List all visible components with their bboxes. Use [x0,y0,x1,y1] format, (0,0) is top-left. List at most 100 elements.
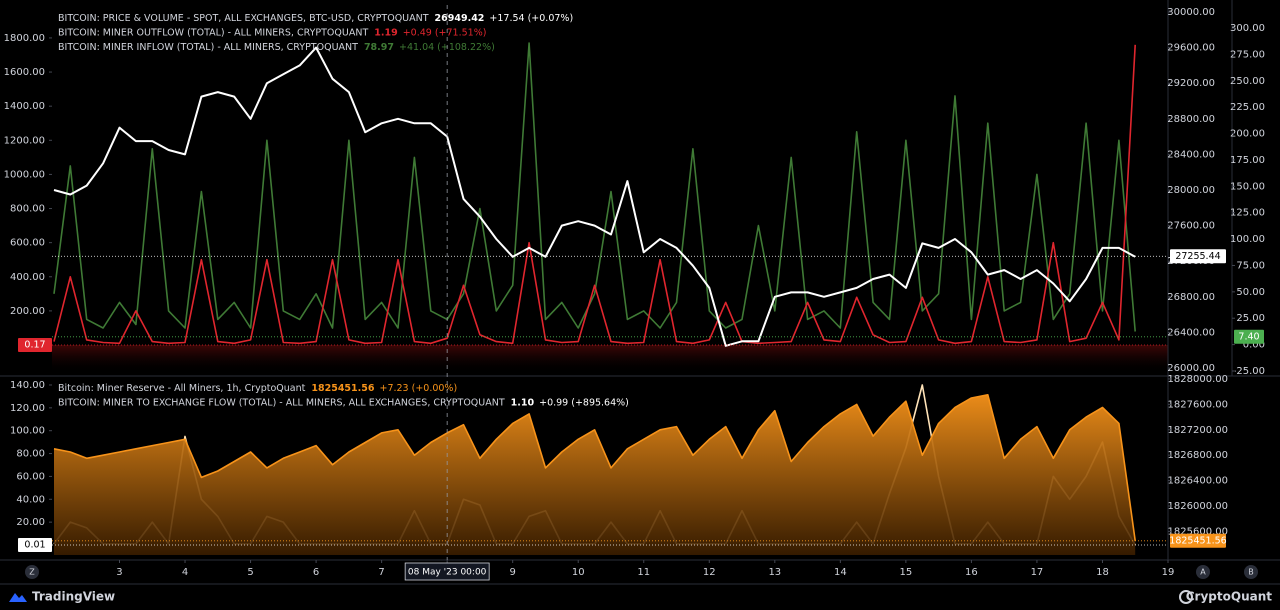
auto-button-label[interactable]: A [1200,568,1206,577]
tradingview-logo [9,593,27,602]
legend-name: BITCOIN: MINER INFLOW (TOTAL) - ALL MINE… [58,42,358,53]
x-tick-label: 19 [1162,567,1175,578]
legend-value: 1.10 [511,397,535,408]
y2-tick-label: 28000.00 [1167,185,1215,196]
y-tick-label: 1600.00 [4,67,45,78]
series-line [53,44,1136,345]
legend-value: 1825451.56 [311,383,374,394]
y-tick-label: 80.00 [16,449,45,460]
y-tick-label: 1200.00 [4,135,45,146]
legend-name: BITCOIN: PRICE & VOLUME - SPOT, ALL EXCH… [58,13,429,24]
y3-tick-label: 150.00 [1230,181,1265,192]
y-tick-label: 60.00 [16,471,45,482]
y2-tick-label: 1826800.00 [1168,450,1228,461]
legend-entry: BITCOIN: MINER TO EXCHANGE FLOW (TOTAL) … [58,397,629,408]
series-line [53,42,1136,332]
x-tick-label: 7 [378,567,384,578]
legend-value: 26949.42 [435,13,485,24]
y3-tick-label: 225.00 [1230,102,1265,113]
y-tick-label: 100.00 [10,426,45,437]
y-tick-label: 800.00 [10,204,45,215]
crosshair-box [404,562,490,581]
y3-tick-label: 25.00 [1236,313,1265,324]
y3-tick-label: 100.00 [1230,234,1265,245]
x-tick-label: 14 [834,567,847,578]
level-label: 0.01 [24,539,45,550]
y3-tick-label: 275.00 [1230,49,1265,60]
y-tick-label: 200.00 [10,306,45,317]
scale-button-label[interactable]: B [1248,568,1254,577]
level-box [1170,249,1226,264]
y3-tick-label: 200.00 [1230,129,1265,140]
x-tick-label: 4 [182,567,188,578]
y3-tick-label: 75.00 [1236,260,1265,271]
cryptoquant-logo [1179,590,1193,604]
series-line [53,46,1136,347]
x-tick-label: 17 [1031,567,1044,578]
y-tick-label: 120.00 [10,403,45,414]
legend-change: +0.99 (+895.64%) [539,397,629,408]
level-box [1170,533,1226,548]
legend-change: +7.23 (+0.00%) [379,383,457,394]
auto-button[interactable] [1196,565,1210,579]
x-tick-label: 9 [509,567,515,578]
level-box [18,537,52,552]
legend-name: Bitcoin: Miner Reserve - All Miners, 1h,… [58,383,306,394]
y2-tick-label: 1828000.00 [1168,374,1228,385]
x-tick-label: 10 [572,567,585,578]
legend-name: BITCOIN: MINER TO EXCHANGE FLOW (TOTAL) … [58,397,505,408]
x-tick-label: 18 [1096,567,1109,578]
y3-tick-label: 300.00 [1230,23,1265,34]
x-tick-label: 11 [637,567,650,578]
y2-tick-label: 28400.00 [1167,149,1215,160]
scale-button[interactable] [1244,565,1258,579]
y-tick-label: 1400.00 [4,101,45,112]
y2-tick-label: 1826400.00 [1168,476,1228,487]
y3-tick-label: 125.00 [1230,208,1265,219]
level-label: 7.40 [1238,331,1259,342]
y2-tick-label: 26000.00 [1167,363,1215,374]
y2-tick-label: 1827200.00 [1168,425,1228,436]
y2-tick-label: 30000.00 [1167,7,1215,18]
level-label: 27255.44 [1175,251,1220,262]
y3-tick-label: 50.00 [1236,287,1265,298]
y-tick-label: 400.00 [10,272,45,283]
y2-tick-label: 1827600.00 [1168,399,1228,410]
y3-tick-label: 175.00 [1230,155,1265,166]
y-tick-label: 1000.00 [4,169,45,180]
y3-tick-label: 0.00 [1243,340,1265,351]
zoom-button[interactable] [25,565,39,579]
y-tick-label: 40.00 [16,494,45,505]
y-tick-label: 20.00 [16,517,45,528]
legend-entry: BITCOIN: MINER INFLOW (TOTAL) - ALL MINE… [58,42,495,53]
outflow-glow [52,345,1168,373]
legend-change: +0.49 (+71.51%) [403,27,487,38]
zoom-button-label[interactable]: Z [29,568,35,577]
y-tick-label: 600.00 [10,238,45,249]
y3-tick-label: 250.00 [1230,76,1265,87]
legend-change: +17.54 (+0.07%) [489,13,573,24]
y-tick-label: 140.00 [10,380,45,391]
y2-tick-label: 1825600.00 [1168,526,1228,537]
y2-tick-label: 26800.00 [1167,292,1215,303]
legend-value: 1.19 [374,27,397,38]
legend-value: 78.97 [364,42,394,53]
legend-entry: BITCOIN: MINER OUTFLOW (TOTAL) - ALL MIN… [58,27,486,38]
y2-tick-label: 27600.00 [1167,221,1215,232]
legend-entry: BITCOIN: PRICE & VOLUME - SPOT, ALL EXCH… [58,13,573,24]
x-tick-label: 5 [247,567,253,578]
level-label: 1825451.56 [1169,535,1226,546]
legend-name: BITCOIN: MINER OUTFLOW (TOTAL) - ALL MIN… [58,27,368,38]
cryptoquant-brand: CryptoQuant [1186,590,1273,604]
x-tick-label: 3 [116,567,122,578]
x-tick-label: 16 [965,567,978,578]
area-line [53,394,1136,541]
y-tick-label: 1800.00 [4,33,45,44]
y2-tick-label: 1826000.00 [1168,501,1228,512]
legend-entry: Bitcoin: Miner Reserve - All Miners, 1h,… [58,383,457,394]
level-box [1234,329,1264,344]
area-fill [54,394,1136,555]
x-tick-label: 15 [900,567,913,578]
